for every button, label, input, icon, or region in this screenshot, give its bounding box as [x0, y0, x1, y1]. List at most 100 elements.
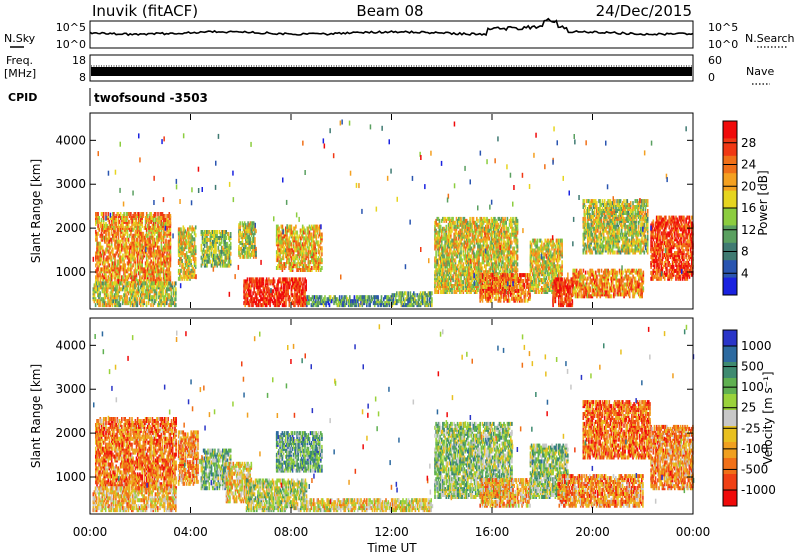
power-cell — [443, 272, 445, 277]
power-cell — [251, 248, 254, 253]
power-cell — [227, 232, 230, 236]
power-cell — [113, 216, 115, 220]
power-cell — [261, 277, 263, 282]
power-cell — [276, 299, 278, 304]
power-cell — [458, 242, 460, 247]
power-cell — [301, 260, 304, 265]
power-cell — [299, 260, 302, 265]
power-cell — [100, 297, 102, 302]
power-cell — [334, 295, 336, 300]
power-cell — [381, 301, 384, 306]
power-cell — [444, 240, 446, 245]
power-cell — [134, 257, 137, 262]
power-cell — [303, 252, 305, 257]
power-cell — [297, 289, 300, 294]
power-cell — [448, 232, 451, 237]
power-cell — [158, 253, 160, 258]
power-cell — [127, 251, 130, 256]
power-cell — [318, 224, 321, 229]
power-cell — [191, 225, 194, 230]
power-cell — [143, 267, 146, 272]
power-cell — [415, 299, 417, 304]
power-cell — [105, 273, 107, 278]
power-cell — [152, 239, 155, 244]
power-cell — [207, 245, 209, 250]
power-cell — [141, 299, 143, 304]
power-cell — [438, 218, 441, 223]
power-cell — [147, 233, 149, 238]
power-cell — [297, 299, 300, 304]
power-cell — [436, 268, 439, 273]
power-cell — [157, 267, 159, 272]
power-cell — [154, 249, 157, 254]
power-cell — [279, 256, 281, 261]
power-cell — [100, 267, 103, 272]
power-cell — [161, 235, 164, 240]
power-cell — [344, 295, 347, 300]
power-cell — [210, 241, 213, 246]
power-cell — [193, 227, 196, 232]
power-cell — [447, 252, 450, 257]
power-cell — [184, 229, 187, 234]
power-cell — [188, 239, 190, 244]
power-cell — [96, 241, 98, 246]
power-cell — [274, 287, 277, 292]
power-cell — [248, 303, 251, 308]
power-cell — [115, 271, 117, 276]
power-cell — [299, 250, 302, 255]
power-cell — [281, 264, 284, 269]
power-cell — [445, 286, 448, 290]
power-cell — [128, 281, 131, 286]
power-cell — [409, 291, 412, 296]
power-cell — [282, 262, 285, 267]
power-cell — [110, 273, 113, 278]
power-cell — [146, 291, 149, 296]
power-cell — [450, 258, 452, 263]
power-cell — [338, 301, 341, 306]
power-cell — [153, 212, 156, 216]
power-cell — [420, 299, 423, 304]
power-cell — [119, 303, 122, 308]
power-cell — [138, 219, 140, 224]
power-cell — [249, 231, 252, 236]
power-cell — [161, 216, 164, 220]
power-cell — [420, 293, 423, 298]
power-cell — [248, 299, 251, 304]
power-cell — [442, 254, 444, 259]
power-cell — [306, 226, 309, 231]
power-cell — [132, 233, 134, 238]
power-cell — [240, 250, 243, 255]
power-cell — [297, 246, 299, 251]
power-cell — [116, 225, 119, 230]
power-cell — [188, 259, 190, 263]
power-cell — [166, 221, 168, 226]
power-cell — [451, 216, 453, 221]
power-cell — [218, 236, 221, 240]
power-cell — [142, 287, 144, 292]
power-cell — [141, 223, 143, 228]
power-cell — [139, 271, 141, 276]
power-cell — [142, 245, 145, 250]
frequency-band — [91, 67, 692, 76]
power-cell — [417, 301, 420, 306]
power-cell — [101, 273, 104, 278]
power-cell — [138, 261, 140, 266]
power-cell — [213, 230, 215, 234]
power-cell — [126, 275, 129, 280]
power-cell — [159, 297, 161, 302]
power-cell — [435, 244, 437, 249]
power-cell — [131, 227, 133, 232]
power-cell — [136, 253, 139, 258]
power-cell — [406, 295, 408, 300]
power-cell — [309, 260, 312, 265]
power-cell — [139, 259, 141, 264]
power-cell — [294, 297, 296, 302]
power-cell — [308, 301, 310, 306]
power-cell — [126, 245, 129, 250]
power-cell — [436, 216, 439, 221]
power-cell — [215, 230, 217, 234]
power-cell — [319, 301, 322, 306]
power-cell — [124, 249, 126, 254]
power-cell — [155, 283, 158, 288]
power-cell — [224, 255, 226, 260]
